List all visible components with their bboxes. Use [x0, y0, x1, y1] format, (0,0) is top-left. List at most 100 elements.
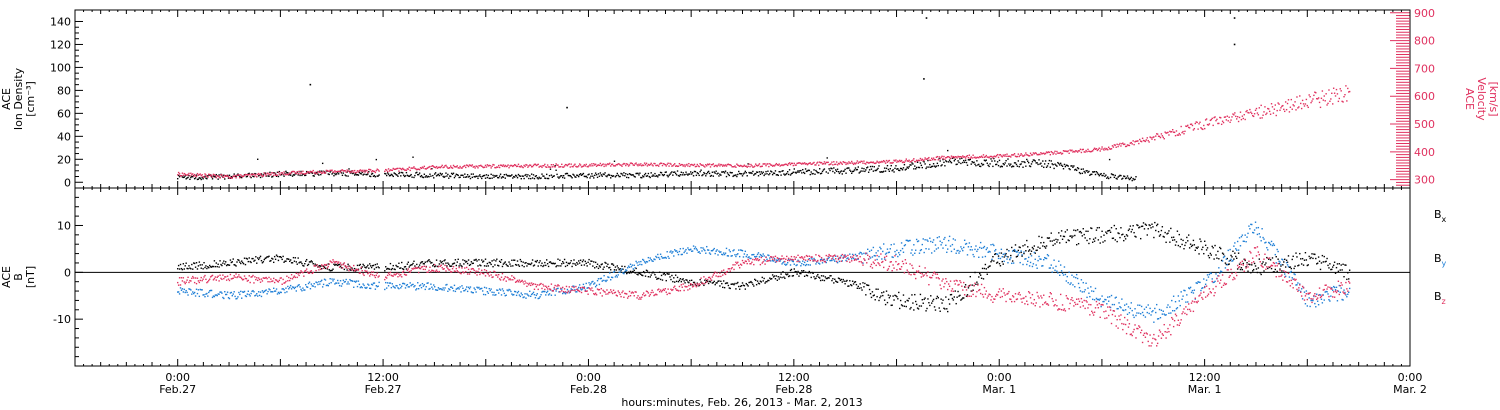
bx-point	[1003, 256, 1005, 258]
by-point	[654, 258, 656, 261]
velocity-point	[728, 164, 731, 166]
velocity-point	[1122, 142, 1124, 144]
bx-point	[225, 261, 227, 263]
velocity-point	[1306, 104, 1309, 107]
bx-point	[1326, 257, 1328, 260]
by-point	[291, 286, 294, 288]
density-point	[283, 175, 285, 177]
density-point	[277, 175, 280, 178]
density-point	[427, 175, 429, 178]
density-point	[1112, 174, 1115, 176]
by-point	[674, 250, 677, 252]
bx-point	[628, 272, 631, 274]
velocity-point	[1224, 116, 1227, 118]
bx-point	[726, 282, 729, 284]
bx-point	[1292, 255, 1294, 258]
velocity-point	[916, 160, 919, 162]
bx-point	[791, 275, 794, 277]
by-point	[474, 288, 476, 291]
density-point	[687, 174, 689, 176]
bz-point	[196, 277, 199, 279]
bx-point	[213, 260, 216, 262]
bx-point	[992, 255, 994, 258]
velocity-point	[1192, 129, 1195, 131]
velocity-point	[588, 165, 590, 167]
velocity-point	[1263, 111, 1265, 113]
by-point	[659, 253, 662, 255]
bx-point	[528, 263, 530, 265]
velocity-point	[1204, 119, 1207, 121]
density-point	[999, 166, 1002, 168]
velocity-point	[662, 162, 665, 165]
density-point	[610, 174, 613, 177]
by-point	[863, 252, 865, 255]
bx-point	[1202, 246, 1204, 248]
by-point	[726, 255, 729, 257]
velocity-point	[864, 162, 866, 165]
density-point	[645, 175, 648, 177]
by-point	[454, 290, 457, 293]
density-point	[849, 169, 851, 171]
by-point	[781, 263, 783, 265]
bx-point	[567, 262, 570, 265]
density-point	[586, 176, 588, 179]
density-point	[991, 160, 993, 162]
density-point	[302, 173, 304, 175]
by-point	[813, 257, 815, 260]
density-point	[274, 173, 277, 175]
by-point	[922, 238, 924, 240]
by-point	[214, 294, 217, 296]
bx-point	[1197, 246, 1199, 248]
velocity-point	[1331, 92, 1333, 95]
velocity-point	[1120, 145, 1122, 147]
density-point	[940, 165, 942, 167]
density-point	[297, 174, 299, 176]
by-point	[886, 248, 889, 250]
bx-point	[787, 275, 790, 278]
by-point	[722, 254, 724, 256]
bx-point	[841, 281, 843, 283]
bx-point	[1002, 263, 1004, 265]
density-point	[481, 177, 483, 180]
bx-point	[991, 259, 993, 262]
by-point	[1244, 234, 1246, 236]
by-point	[300, 288, 302, 291]
by-point	[1234, 242, 1236, 244]
by-point	[986, 247, 988, 249]
bx-point	[1232, 250, 1234, 253]
bx-point	[197, 265, 200, 267]
density-point	[342, 172, 345, 174]
velocity-point	[191, 174, 193, 176]
by-point	[304, 289, 306, 291]
velocity-point	[1127, 144, 1130, 147]
density-point	[417, 173, 419, 176]
velocity-point	[1037, 154, 1039, 156]
bx-point	[711, 282, 714, 284]
bx-point	[328, 269, 330, 271]
bx-point	[257, 258, 260, 261]
bx-point	[226, 263, 229, 266]
velocity-point	[887, 160, 890, 162]
velocity-point	[225, 175, 227, 177]
bx-point	[212, 265, 215, 268]
bx-point	[1174, 244, 1177, 246]
velocity-point	[629, 162, 632, 164]
bx-point	[1266, 256, 1268, 259]
density-point	[293, 174, 296, 176]
by-point	[238, 291, 240, 294]
bx-point	[1207, 254, 1210, 257]
by-point	[1125, 303, 1128, 305]
velocity-point	[674, 165, 677, 167]
velocity-point	[359, 169, 362, 171]
bz-point	[214, 276, 217, 278]
velocity-point	[1179, 134, 1181, 136]
bx-point	[491, 260, 493, 262]
velocity-point	[610, 165, 612, 167]
density-point	[588, 173, 590, 175]
by-series	[176, 221, 1351, 323]
by-point	[918, 252, 921, 254]
velocity-point	[1051, 151, 1053, 154]
bx-point	[779, 276, 781, 278]
velocity-point	[866, 161, 868, 163]
